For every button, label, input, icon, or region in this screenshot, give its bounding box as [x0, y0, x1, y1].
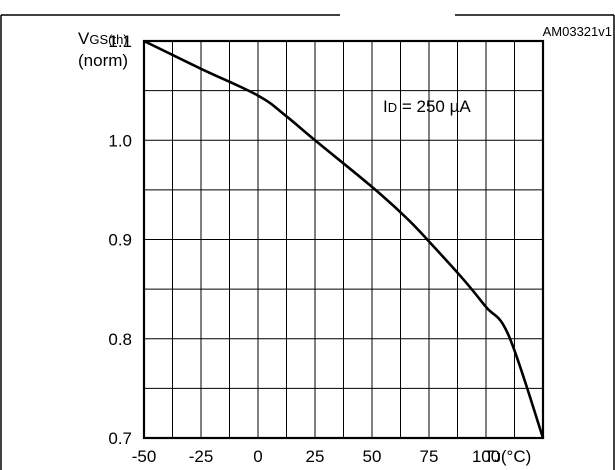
y-tick-label: 0.9: [108, 231, 132, 250]
x-tick-label: 100: [472, 447, 500, 466]
y-axis-label: VGS(th): [78, 29, 128, 48]
x-axis-label-main: T: [484, 447, 494, 466]
y-axis-unit: (norm): [78, 51, 128, 70]
figure-id: AM03321v1: [543, 24, 612, 39]
y-axis-label-sub: GS(th): [89, 32, 127, 47]
x-tick-labels: -50 -25 0 25 50 75 100: [132, 447, 500, 466]
annotation-main: I: [383, 97, 388, 116]
x-tick-label: 0: [253, 447, 262, 466]
annotation-rest: = 250 µA: [397, 97, 471, 116]
x-axis-label-unit: (°C): [501, 447, 531, 466]
x-tick-label: -50: [132, 447, 157, 466]
x-tick-label: 75: [420, 447, 439, 466]
y-tick-labels: 0.7 0.8 0.9 1.0 1.1: [108, 32, 132, 448]
y-tick-label: 0.7: [108, 429, 132, 448]
x-tick-label: 50: [363, 447, 382, 466]
x-axis-label: TJ(°C): [484, 447, 531, 466]
condition-annotation: ID = 250 µA: [383, 97, 471, 116]
series-line: [143, 39, 545, 439]
annotation-sub: D: [388, 100, 397, 115]
y-tick-label: 1.1: [108, 32, 132, 51]
y-tick-label: 1.0: [108, 131, 132, 150]
plot-border: [142, 39, 545, 440]
x-tick-label: -25: [189, 447, 214, 466]
grid: [144, 41, 543, 438]
x-axis-label-sub: J: [494, 450, 501, 465]
y-tick-label: 0.8: [108, 330, 132, 349]
y-axis-label-main: V: [78, 29, 90, 48]
x-tick-label: 25: [306, 447, 325, 466]
